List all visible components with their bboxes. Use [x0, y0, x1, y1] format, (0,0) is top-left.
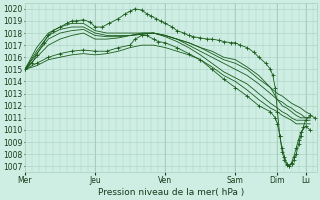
- X-axis label: Pression niveau de la mer( hPa ): Pression niveau de la mer( hPa ): [98, 188, 244, 197]
